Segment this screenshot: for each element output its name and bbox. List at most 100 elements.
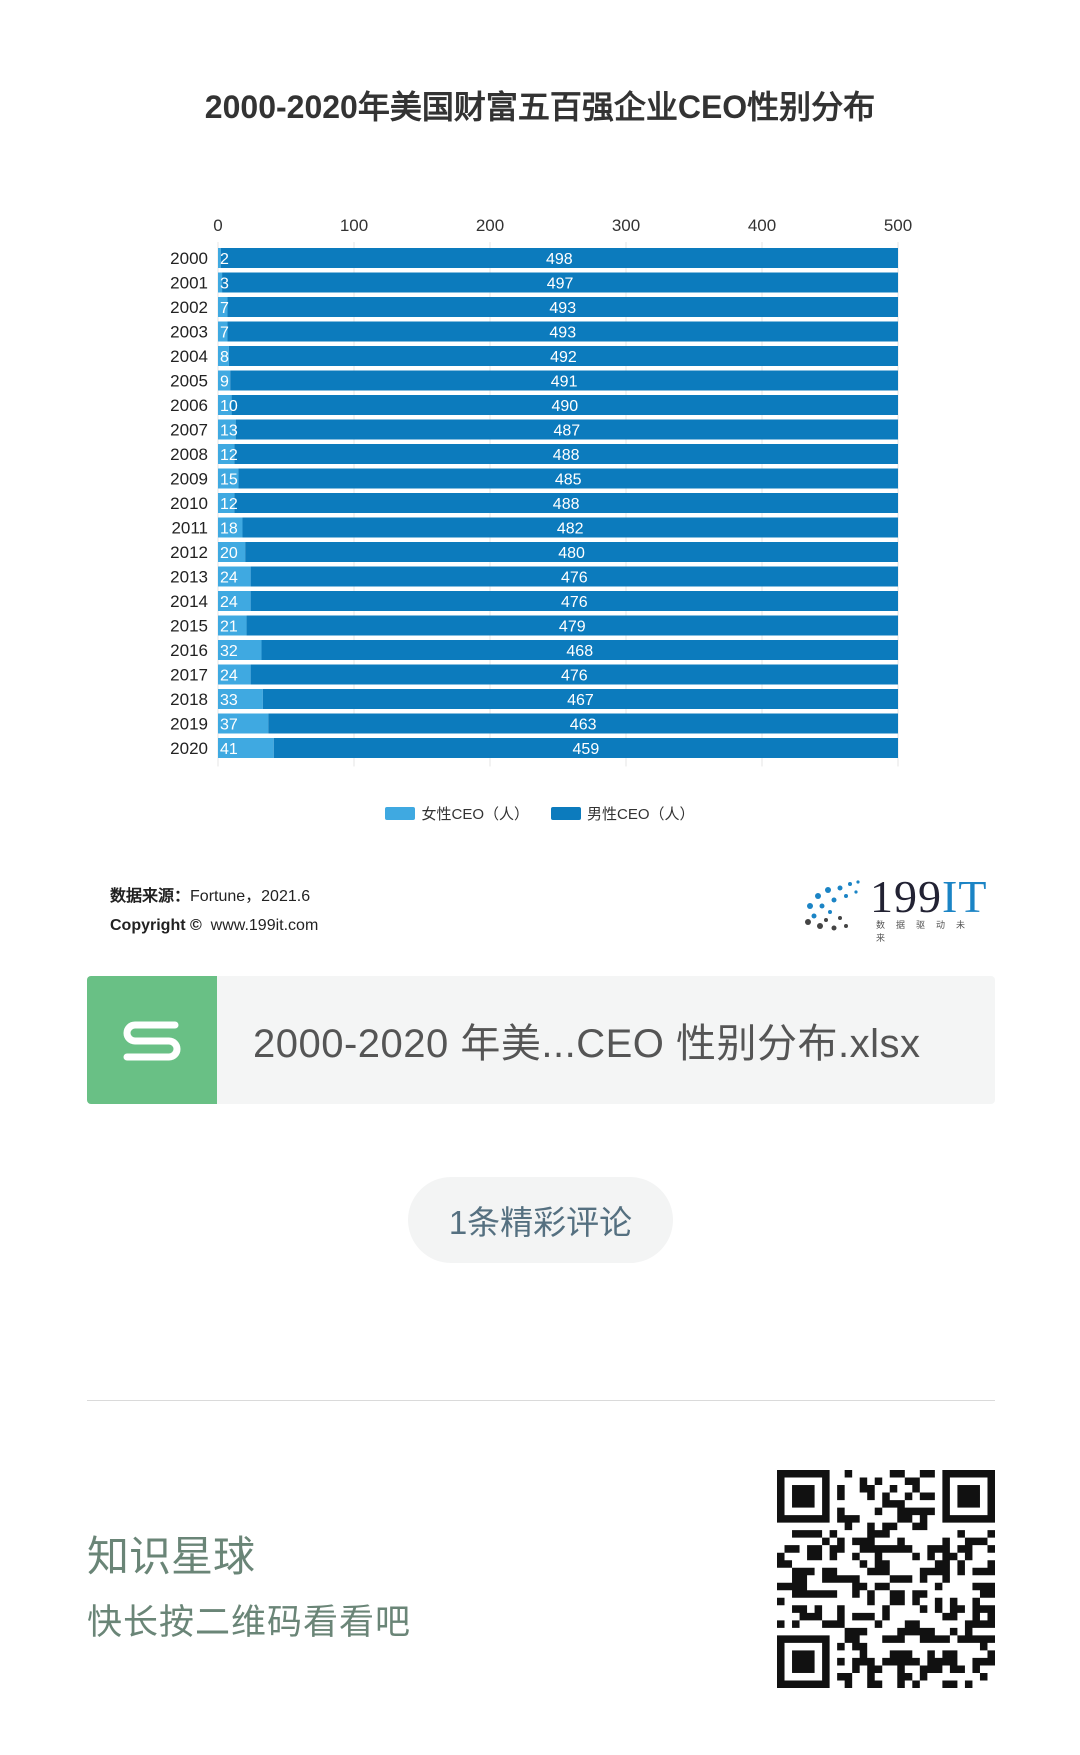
- bar-male: [268, 713, 898, 734]
- s-letter-icon: [123, 1021, 181, 1061]
- source-line: 数据来源：Fortune，2021.6: [110, 882, 318, 911]
- data-label-female: 15: [220, 472, 238, 489]
- bar-male: [227, 297, 898, 317]
- data-label-male: 491: [551, 374, 578, 391]
- bar-female: [218, 370, 231, 391]
- y-tick-label: 2010: [170, 494, 208, 513]
- bar-female: [218, 713, 269, 734]
- bar-male: [250, 591, 898, 611]
- bar-male: [230, 370, 899, 391]
- y-tick-label: 2009: [170, 470, 208, 489]
- bar-female: [218, 321, 228, 342]
- data-label-female: 18: [220, 521, 238, 538]
- y-tick-label: 2014: [170, 592, 208, 611]
- bar-female: [218, 640, 262, 660]
- legend-swatch-male: [551, 807, 581, 820]
- x-tick-label: 300: [612, 216, 640, 235]
- attachment-card[interactable]: 2000-2020 年美...CEO 性别分布.xlsx: [87, 976, 995, 1104]
- data-label-male: 468: [566, 643, 593, 660]
- data-label-female: 12: [220, 447, 238, 464]
- bar-male: [250, 664, 898, 685]
- data-label-male: 488: [553, 447, 580, 464]
- data-label-male: 476: [561, 668, 588, 685]
- bar-male: [235, 419, 898, 440]
- attachment-file-name: 2000-2020 年美...CEO 性别分布.xlsx: [253, 1022, 921, 1066]
- data-label-female: 24: [220, 668, 238, 685]
- legend-swatch-female: [385, 807, 416, 820]
- qr-modules: [777, 1470, 995, 1688]
- x-tick-label: 500: [884, 216, 912, 235]
- bar-male: [222, 272, 898, 293]
- bar-female: [218, 272, 223, 293]
- data-label-male: 490: [551, 398, 578, 415]
- data-label-male: 480: [558, 545, 585, 562]
- bar-female: [218, 517, 243, 538]
- bar-male: [234, 444, 898, 464]
- y-tick-label: 2008: [170, 445, 208, 464]
- x-tick-label: 200: [476, 216, 504, 235]
- bar-female: [218, 346, 229, 366]
- data-label-male: 476: [561, 570, 588, 587]
- data-label-female: 7: [220, 325, 229, 342]
- qr-finder: [942, 1470, 995, 1523]
- data-label-male: 498: [546, 251, 573, 268]
- data-label-female: 32: [220, 643, 238, 660]
- bar-male: [242, 517, 899, 538]
- bar-male: [238, 468, 898, 489]
- bar-female: [218, 738, 274, 758]
- planet-title: 知识星球: [87, 1533, 256, 1580]
- bar-female: [218, 248, 221, 268]
- source-text: Fortune，2021.6: [190, 888, 311, 905]
- y-tick-label: 2004: [170, 347, 208, 366]
- bar-male: [220, 248, 899, 268]
- y-tick-label: 2000: [170, 249, 208, 268]
- data-label-female: 13: [220, 423, 238, 440]
- qr-code-icon[interactable]: [777, 1470, 995, 1688]
- y-tick-label: 2003: [170, 323, 208, 342]
- website-text: www.199it.com: [210, 917, 319, 934]
- bar-male: [273, 738, 898, 758]
- bar-female: [218, 444, 235, 464]
- bar-male: [227, 321, 898, 342]
- qr-finder: [777, 1635, 830, 1688]
- data-label-male: 479: [559, 619, 586, 636]
- x-tick-label: 400: [748, 216, 776, 235]
- qr-finder-center: [957, 1485, 980, 1508]
- bar-female: [218, 664, 251, 685]
- data-label-male: 482: [557, 521, 584, 538]
- chart-card: 2000-2020年美国财富五百强企业CEO性别分布 0 100 200 300 400…: [110, 89, 986, 943]
- bar-female: [218, 615, 247, 636]
- data-label-male: 476: [561, 594, 588, 611]
- data-label-male: 459: [573, 741, 600, 758]
- data-label-female: 10: [220, 398, 238, 415]
- data-label-female: 21: [220, 619, 238, 636]
- bar-female: [218, 468, 239, 489]
- brand-tagline: 数据驱动未来: [876, 920, 977, 943]
- x-tick-label: 0: [213, 216, 222, 235]
- data-label-female: 24: [220, 594, 238, 611]
- bar-female: [218, 419, 236, 440]
- comments-button[interactable]: 1条精彩评论: [408, 1177, 673, 1263]
- bar-male: [246, 615, 898, 636]
- divider: [87, 1400, 995, 1401]
- data-label-male: 467: [567, 692, 594, 709]
- bar-male: [245, 542, 898, 562]
- y-tick-label: 2016: [170, 641, 208, 660]
- data-label-male: 488: [553, 496, 580, 513]
- y-tick-label: 2011: [171, 519, 208, 538]
- data-label-male: 492: [550, 349, 577, 366]
- bar-female: [218, 542, 246, 562]
- data-label-female: 12: [220, 496, 238, 513]
- data-label-female: 37: [220, 717, 238, 734]
- copyright-label: Copyright ©: [110, 917, 202, 934]
- data-label-female: 9: [220, 374, 229, 391]
- qr-finder-center: [792, 1650, 815, 1673]
- bar-male: [262, 689, 898, 709]
- data-label-female: 3: [220, 276, 229, 293]
- bar-male: [250, 566, 898, 587]
- legend-label-male: 男性CEO（人）: [587, 806, 695, 823]
- bar-male: [231, 395, 899, 415]
- brand-dots-icon: [805, 880, 860, 931]
- bar-female: [218, 493, 235, 513]
- data-label-female: 41: [220, 741, 238, 758]
